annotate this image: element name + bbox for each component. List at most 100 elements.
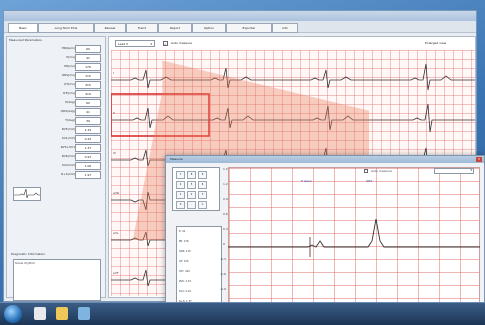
param-value[interactable]: 415 <box>75 81 101 89</box>
param-row: RV5+SV1 1.37 <box>9 143 101 152</box>
enlarged-ecg-grid <box>228 167 480 317</box>
param-value[interactable]: 1.37 <box>75 144 101 152</box>
start-button[interactable] <box>4 305 22 323</box>
y-tick-label: -0.9 <box>220 287 226 291</box>
chevron-down-icon: ▾ <box>470 168 472 172</box>
param-row: RV5(mV) 1.15 <box>9 125 101 134</box>
list-item: QT: 415 <box>179 260 189 263</box>
tab-option[interactable]: Option <box>192 23 226 33</box>
param-value[interactable]: 410 <box>75 90 101 98</box>
list-item: P: 41 <box>179 230 186 233</box>
tab-long-term-ecg[interactable]: Long Term ECG <box>38 23 94 33</box>
param-label: PR(ms) <box>64 64 75 68</box>
param-label: P(ms) <box>66 55 75 59</box>
param-row: QTc(ms) 410 <box>9 89 101 98</box>
lead-label: I <box>113 71 114 75</box>
param-value[interactable]: 39 <box>75 117 101 125</box>
close-icon[interactable]: ✕ <box>476 157 482 162</box>
key-button[interactable]: 8 <box>187 171 196 179</box>
param-value[interactable]: 176 <box>75 63 101 71</box>
diagnosis-title: Diagnostic Information <box>11 252 46 256</box>
browser-icon[interactable] <box>34 307 46 320</box>
tab-trend[interactable]: Trend <box>126 23 158 33</box>
list-item: SV1: 0.22 <box>179 290 192 293</box>
lead-label: III <box>113 151 116 155</box>
param-value[interactable]: 1.15 <box>75 126 101 134</box>
param-row: P(ms) 41 <box>9 53 101 62</box>
param-value[interactable]: 60 <box>75 99 101 107</box>
popup-auto-measure-label: Auto measure <box>371 169 393 173</box>
param-row: R+S(mV) 1.97 <box>9 170 101 179</box>
y-tick-label: 0.6 <box>223 212 228 216</box>
lead-select-value: Lead II <box>118 42 128 46</box>
diagnosis-textarea[interactable]: Sinus rhythm <box>13 259 101 301</box>
auto-measure-checkbox[interactable]: ✓ <box>163 41 168 46</box>
measure-dialog-title: Measure <box>166 156 484 163</box>
param-label: SV2(mV) <box>61 163 75 167</box>
y-tick-label: 0.9 <box>223 197 228 201</box>
enlarged-ecg-trace <box>228 218 480 257</box>
param-value[interactable]: 0.22 <box>75 135 101 143</box>
y-tick-label: -0.6 <box>220 272 226 276</box>
popup-auto-measure-checkbox[interactable] <box>364 169 368 173</box>
key-button[interactable]: 6 <box>198 181 207 189</box>
app-icon[interactable] <box>78 307 90 320</box>
tab-info[interactable]: Info <box>272 23 298 33</box>
key-button[interactable]: 0 <box>176 201 185 209</box>
diagnosis-text: Sinus rhythm <box>15 261 35 265</box>
tab-basic[interactable]: Basic <box>8 23 38 33</box>
param-label: R+S(mV) <box>61 172 75 176</box>
chevron-down-icon: ▾ <box>150 42 152 46</box>
key-button[interactable]: 4 <box>176 181 185 189</box>
list-item: QRS: 115 <box>179 250 191 253</box>
param-value[interactable]: 41 <box>75 54 101 62</box>
param-row: RV6(mV) 0.97 <box>9 152 101 161</box>
param-label: QRS(ms) <box>61 73 75 77</box>
selection-highlight-box <box>111 93 210 137</box>
param-value[interactable]: 1.00 <box>75 162 101 170</box>
param-row: QT(ms) 415 <box>9 80 101 89</box>
parameter-panel-title: Measured Parameters <box>9 38 42 42</box>
param-label: P(deg) <box>65 100 75 104</box>
param-label: SV1(mV) <box>61 136 75 140</box>
popup-dropdown[interactable]: ▾ <box>434 168 474 174</box>
lead-label: aVF <box>113 271 119 275</box>
param-value[interactable]: 1.97 <box>75 171 101 179</box>
lead-select[interactable]: Lead II ▾ <box>115 40 155 47</box>
param-row: HR(bpm) 60 <box>9 44 101 53</box>
measure-dialog: Measure ✕ 7 8 9 4 5 6 1 2 3 0 . C P: 41 … <box>165 155 485 325</box>
param-label: T(deg) <box>65 118 75 122</box>
param-value[interactable]: 41 <box>75 108 101 116</box>
param-label: HR(bpm) <box>61 46 75 50</box>
key-button[interactable]: 5 <box>187 181 196 189</box>
key-button[interactable]: 1 <box>176 191 185 199</box>
key-button[interactable]: 7 <box>176 171 185 179</box>
annotation-qrs: QRS <box>366 179 373 183</box>
numeric-keypad: 7 8 9 4 5 6 1 2 3 0 . C <box>172 167 220 211</box>
mini-waveform-thumbnail[interactable] <box>13 187 41 201</box>
key-button[interactable]: 9 <box>198 171 207 179</box>
param-row: QRS(deg) 41 <box>9 107 101 116</box>
key-button[interactable]: 2 <box>187 191 196 199</box>
taskbar <box>0 302 485 325</box>
param-label: RV5+SV1 <box>60 145 75 149</box>
key-button[interactable]: C <box>198 201 207 209</box>
tab-exporter[interactable]: Exporter <box>226 23 272 33</box>
key-button[interactable]: 3 <box>198 191 207 199</box>
param-row: PR(ms) 176 <box>9 62 101 71</box>
param-label: QT(ms) <box>63 82 75 86</box>
folder-icon[interactable] <box>56 307 68 320</box>
param-value[interactable]: 115 <box>75 72 101 80</box>
param-value[interactable]: 0.97 <box>75 153 101 161</box>
lead-label: aVL <box>113 231 119 235</box>
param-label: RV5(mV) <box>61 127 75 131</box>
title-bar <box>4 11 476 21</box>
lead-label: aVR <box>113 191 119 195</box>
tab-report[interactable]: Report <box>158 23 192 33</box>
tab-review[interactable]: Review <box>94 23 126 33</box>
param-label: QRS(deg) <box>60 109 75 113</box>
key-button[interactable]: . <box>187 201 196 209</box>
param-value[interactable]: 60 <box>75 45 101 53</box>
y-tick-label: 0 <box>223 242 225 246</box>
ecg-trace <box>111 103 475 133</box>
